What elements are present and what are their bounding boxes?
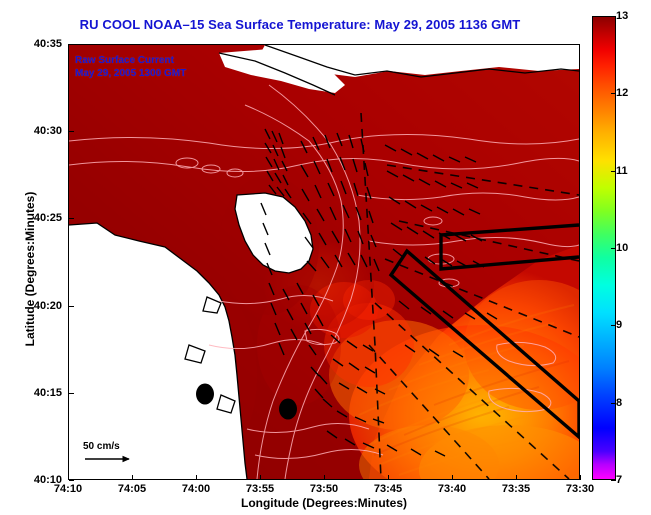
- y-tick-label: 40:30: [33, 125, 62, 138]
- colorbar-tick-label: 11: [616, 164, 628, 177]
- x-tick-label: 74:00: [181, 483, 211, 495]
- x-axis-label: Longitude (Degrees:Minutes): [240, 496, 407, 510]
- y-tick-mark: [69, 44, 74, 45]
- current-vectors: [260, 128, 498, 457]
- survey-boxes: [388, 223, 579, 440]
- x-tick-label: 73:50: [309, 483, 339, 495]
- colorbar-tick-mark: [611, 93, 616, 95]
- x-tick-mark: [516, 475, 517, 480]
- y-tick-mark: [69, 480, 74, 481]
- plot-area: Raw Surface Current May 29, 2005 1300 GM…: [68, 44, 580, 480]
- velocity-scale-legend: 50 cm/s: [69, 441, 187, 471]
- y-tick-label: 40:10: [33, 474, 62, 486]
- y-tick-label: 40:35: [33, 38, 62, 50]
- land-mask: [69, 45, 579, 479]
- colorbar-tick-label: 12: [616, 87, 629, 100]
- y-tick-mark: [69, 218, 74, 220]
- colorbar-tick-mark: [611, 402, 616, 404]
- x-tick-mark: [196, 475, 197, 480]
- coastline: [69, 45, 579, 479]
- colorbar-tick-label: 7: [616, 474, 623, 486]
- colorbar-tick-mark: [611, 16, 616, 17]
- x-tick-mark: [68, 475, 69, 480]
- x-tick-label: 74:05: [117, 483, 147, 495]
- y-tick-mark: [69, 305, 74, 307]
- transect-lines: [360, 112, 579, 479]
- station-marker: [279, 398, 297, 420]
- page-title: RU COOL NOAA–15 Sea Surface Temperature:…: [79, 17, 521, 32]
- y-axis-label: Latitude (Degrees:Minutes): [23, 191, 37, 347]
- temperature-contours: [69, 84, 579, 479]
- x-tick-label: 73:30: [565, 483, 595, 495]
- x-tick-label: 73:45: [373, 483, 403, 495]
- colorbar-tick-mark: [611, 325, 616, 327]
- station-marker: [196, 383, 214, 405]
- x-tick-mark: [580, 475, 581, 480]
- x-tick-mark: [132, 475, 133, 480]
- colorbar-tick-label: 8: [616, 396, 623, 409]
- colorbar-tick-mark: [611, 480, 616, 481]
- x-tick-mark: [260, 475, 261, 480]
- x-tick-mark: [388, 475, 389, 480]
- colorbar-tick-label: 10: [616, 242, 629, 254]
- colorbar-tick-label: 9: [616, 319, 623, 332]
- colorbar-tick-mark: [611, 170, 616, 172]
- x-tick-label: 73:55: [245, 483, 275, 495]
- y-tick-label: 40:15: [33, 386, 62, 399]
- y-tick-mark: [69, 131, 74, 133]
- colorbar-tick-mark: [611, 248, 616, 249]
- y-tick-mark: [69, 392, 74, 394]
- velocity-scale-label: 50 cm/s: [83, 441, 120, 452]
- y-tick-label: 40:25: [33, 212, 62, 225]
- x-tick-mark: [452, 475, 453, 480]
- x-tick-label: 73:40: [437, 483, 467, 495]
- sst-plot-canvas: [69, 45, 579, 479]
- x-tick-label: 73:35: [501, 483, 531, 495]
- x-tick-label: 74:10: [53, 483, 83, 495]
- right-arrow-icon: [85, 455, 130, 463]
- colorbar-tick-label: 13: [616, 10, 629, 22]
- y-tick-label: 40:20: [33, 299, 62, 312]
- station-markers: [196, 383, 297, 420]
- x-tick-mark: [324, 475, 325, 480]
